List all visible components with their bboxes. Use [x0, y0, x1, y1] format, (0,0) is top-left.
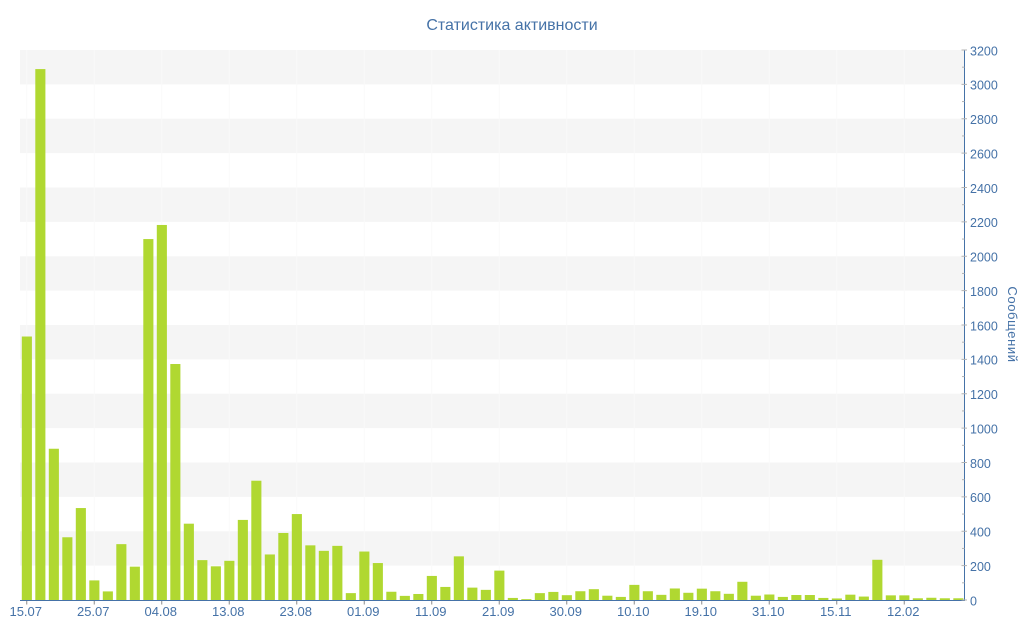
- svg-text:21.09: 21.09: [482, 604, 515, 619]
- svg-text:11.09: 11.09: [415, 604, 447, 619]
- svg-text:01.09: 01.09: [347, 604, 380, 619]
- svg-text:04.08: 04.08: [144, 604, 177, 619]
- svg-text:1400: 1400: [970, 354, 998, 368]
- svg-text:19.10: 19.10: [684, 604, 717, 619]
- svg-text:1200: 1200: [970, 388, 998, 402]
- svg-text:2400: 2400: [970, 182, 998, 196]
- svg-text:23.08: 23.08: [279, 604, 312, 619]
- svg-text:2600: 2600: [970, 147, 998, 161]
- svg-text:1000: 1000: [970, 422, 998, 436]
- svg-text:1600: 1600: [970, 319, 998, 333]
- svg-text:Сообщений: Сообщений: [1005, 286, 1020, 362]
- svg-text:15.11: 15.11: [820, 604, 852, 619]
- svg-text:2200: 2200: [970, 216, 998, 230]
- svg-text:0: 0: [970, 594, 977, 608]
- svg-text:10.10: 10.10: [617, 604, 650, 619]
- svg-text:3200: 3200: [970, 44, 998, 58]
- svg-text:600: 600: [970, 491, 991, 505]
- svg-text:3000: 3000: [970, 79, 998, 93]
- svg-text:200: 200: [970, 560, 991, 574]
- svg-text:2800: 2800: [970, 113, 998, 127]
- svg-text:2000: 2000: [970, 251, 998, 265]
- svg-text:30.09: 30.09: [549, 604, 582, 619]
- svg-text:Статистика активности: Статистика активности: [426, 17, 597, 34]
- svg-text:400: 400: [970, 526, 991, 540]
- svg-text:15.07: 15.07: [9, 604, 42, 619]
- svg-text:1800: 1800: [970, 285, 998, 299]
- svg-text:25.07: 25.07: [77, 604, 110, 619]
- svg-text:800: 800: [970, 457, 991, 471]
- svg-text:13.08: 13.08: [212, 604, 245, 619]
- svg-text:12.02: 12.02: [887, 604, 920, 619]
- svg-text:31.10: 31.10: [752, 604, 785, 619]
